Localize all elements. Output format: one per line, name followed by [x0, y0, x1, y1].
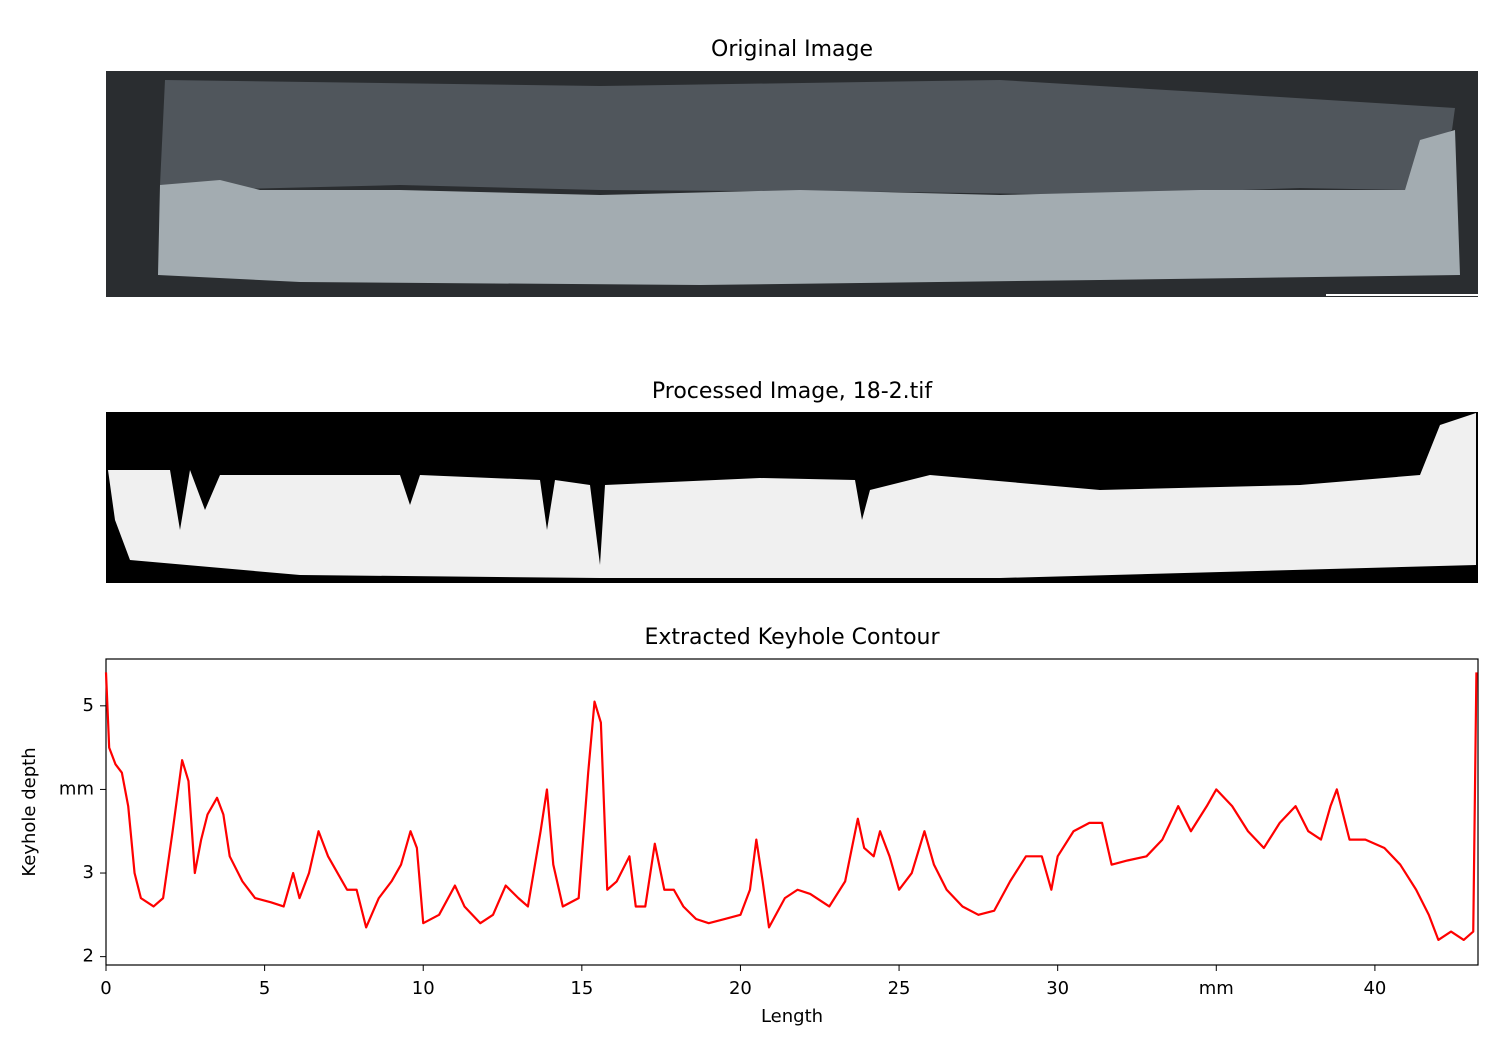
scale-bar [1326, 294, 1478, 296]
segmented-region [108, 413, 1476, 578]
processed-image [106, 412, 1478, 583]
weld-zone [160, 80, 1455, 195]
x-tick-label: 30 [1046, 978, 1069, 999]
y-tick-label: 3 [83, 862, 94, 883]
y-tick-label: 2 [83, 946, 94, 967]
y-tick-label: 5 [83, 695, 94, 716]
panel-title: Original Image [711, 37, 873, 62]
axes-frame [105, 658, 1479, 966]
x-axis-label: Length [761, 1006, 823, 1027]
original-image [106, 71, 1478, 297]
x-tick-label: 20 [729, 978, 752, 999]
x-tick-label: 25 [888, 978, 911, 999]
chart-title: Extracted Keyhole Contour [644, 625, 940, 650]
x-tick-label: mm [1199, 978, 1234, 999]
panel-title: Processed Image, 18-2.tif [652, 379, 933, 404]
x-tick-label: 10 [412, 978, 435, 999]
y-axis-label: Keyhole depth [19, 747, 40, 876]
line-series [104, 672, 1478, 942]
x-tick-label: 40 [1363, 978, 1386, 999]
base-metal [158, 130, 1460, 285]
x-tick-label: 15 [570, 978, 593, 999]
y-tick-label: mm [59, 778, 94, 799]
x-tick-label: 0 [100, 978, 111, 999]
x-tick-label: 5 [259, 978, 270, 999]
